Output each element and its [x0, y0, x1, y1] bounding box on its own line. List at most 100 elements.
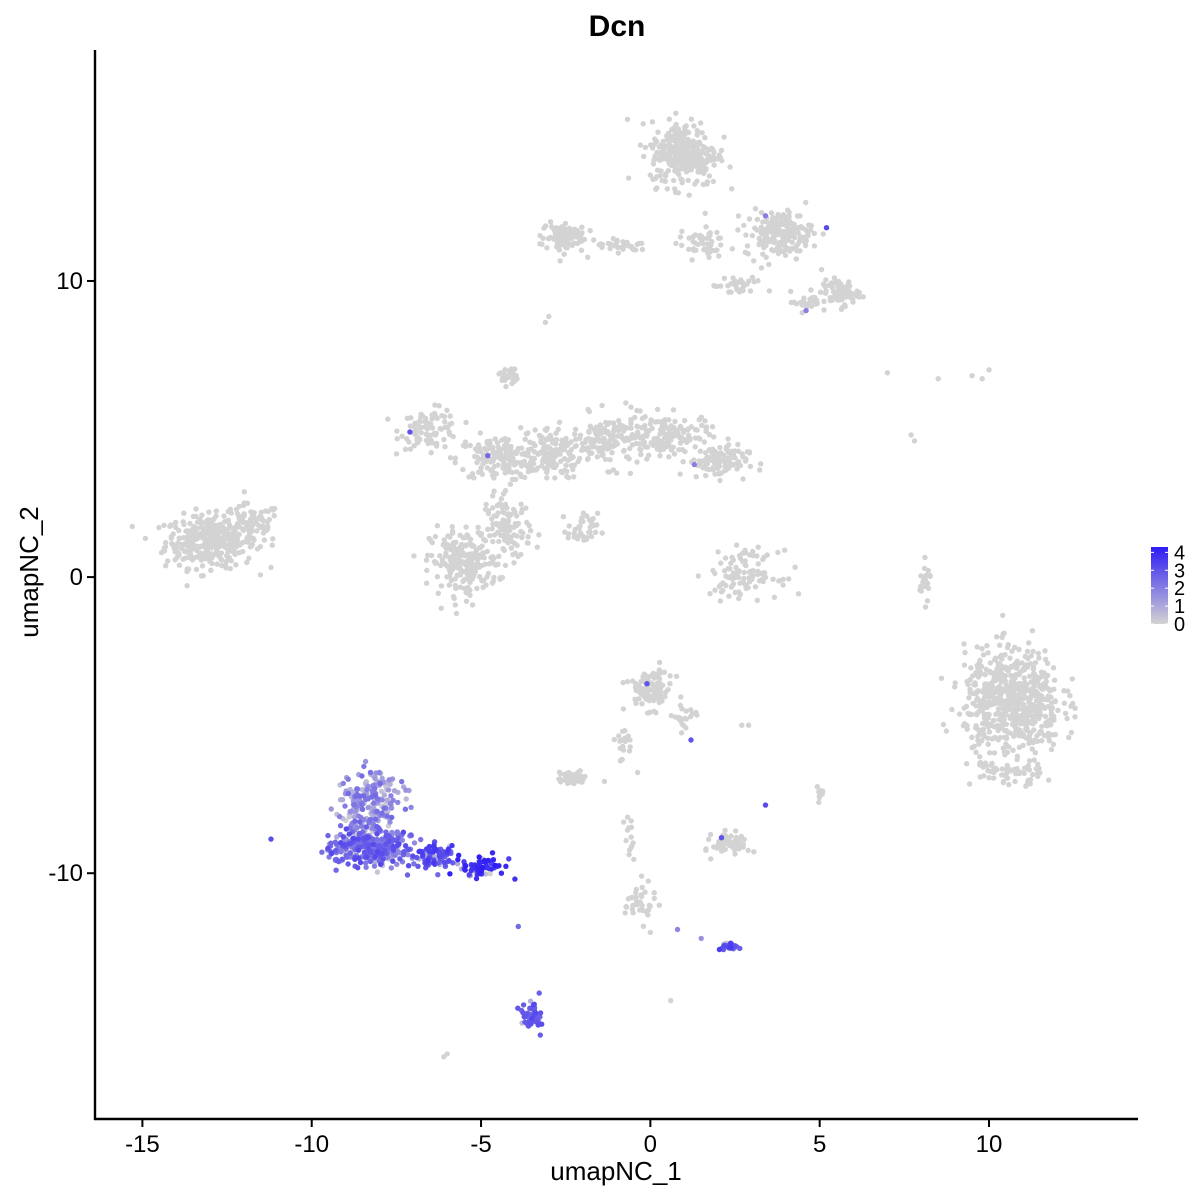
data-point — [525, 469, 532, 475]
data-point — [610, 443, 616, 450]
data-point — [502, 536, 509, 542]
data-point — [922, 554, 928, 561]
data-point — [407, 446, 414, 452]
data-point — [696, 155, 702, 161]
data-point — [399, 778, 405, 785]
data-point — [470, 474, 476, 480]
data-point — [241, 500, 247, 506]
data-point — [1064, 688, 1071, 694]
data-point — [985, 650, 991, 656]
data-point — [782, 243, 788, 249]
data-point — [786, 576, 792, 582]
data-point — [681, 417, 688, 424]
data-point — [633, 894, 639, 901]
data-point — [1020, 707, 1026, 713]
data-point — [702, 246, 708, 252]
y-tick-label: -10 — [48, 860, 83, 887]
data-point — [512, 550, 518, 556]
data-point — [628, 818, 634, 824]
data-point — [511, 374, 517, 380]
data-point — [754, 553, 760, 559]
data-point — [492, 470, 498, 476]
data-point — [447, 871, 453, 877]
data-point — [935, 376, 941, 382]
data-point — [940, 721, 947, 728]
data-point — [1011, 733, 1017, 739]
data-point — [747, 463, 754, 470]
data-point — [491, 455, 498, 461]
data-point — [1004, 644, 1011, 651]
data-point — [692, 181, 698, 187]
data-point — [447, 413, 453, 419]
data-point — [706, 254, 712, 260]
data-point — [774, 219, 780, 225]
data-point — [987, 692, 993, 699]
data-point — [1029, 746, 1035, 752]
data-point — [319, 849, 325, 855]
data-point — [347, 850, 353, 856]
data-point — [500, 465, 506, 471]
data-point — [998, 670, 1004, 677]
data-point — [729, 554, 735, 560]
data-point — [524, 1020, 530, 1026]
data-point — [797, 248, 803, 254]
data-point — [1010, 688, 1016, 694]
data-point — [371, 863, 378, 869]
data-point — [399, 433, 405, 439]
data-point — [980, 652, 987, 658]
data-point — [568, 439, 574, 445]
data-point — [498, 520, 504, 527]
data-point — [984, 643, 990, 649]
data-point — [854, 293, 860, 299]
x-axis-label: umapNC_1 — [550, 1156, 682, 1186]
data-point — [1006, 781, 1012, 788]
data-point — [487, 871, 493, 877]
data-point — [538, 439, 544, 445]
data-point — [411, 861, 417, 867]
data-point — [606, 469, 613, 475]
data-point — [997, 642, 1003, 648]
data-point — [627, 737, 633, 743]
data-point — [645, 907, 652, 913]
data-point — [222, 544, 228, 550]
data-point — [512, 876, 518, 882]
data-point — [566, 523, 572, 529]
data-point — [750, 548, 756, 555]
data-point — [425, 552, 431, 558]
data-point — [163, 539, 169, 546]
data-point — [503, 863, 509, 869]
data-point — [406, 439, 412, 445]
data-point — [657, 694, 664, 701]
data-point — [758, 265, 765, 271]
data-point — [216, 521, 223, 528]
data-point — [654, 149, 660, 156]
data-point — [1003, 727, 1010, 734]
data-point — [745, 584, 751, 591]
data-point — [563, 462, 569, 468]
data-point — [718, 283, 724, 289]
data-point — [355, 847, 362, 853]
data-point — [920, 578, 927, 584]
data-point — [467, 579, 473, 585]
data-point — [793, 256, 799, 262]
data-point — [245, 524, 252, 530]
data-point — [962, 649, 968, 656]
data-point — [733, 828, 739, 834]
data-point — [339, 856, 345, 862]
data-point — [584, 513, 590, 519]
data-point — [762, 213, 769, 219]
data-point — [172, 546, 178, 553]
data-point — [802, 242, 809, 249]
data-point — [672, 129, 678, 135]
data-point — [447, 534, 453, 540]
data-point — [1031, 727, 1037, 733]
data-point — [709, 424, 716, 430]
data-point — [234, 535, 240, 541]
data-point — [714, 229, 720, 236]
data-point — [1024, 648, 1031, 655]
data-point — [246, 555, 252, 561]
data-point — [986, 729, 993, 735]
data-point — [367, 769, 374, 776]
data-point — [385, 787, 392, 793]
data-point — [668, 447, 675, 453]
